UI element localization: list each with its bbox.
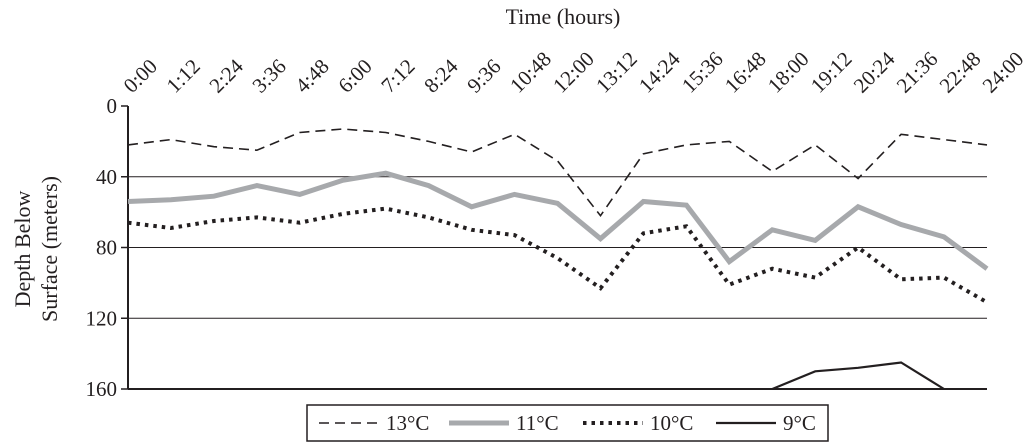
y-axis-title-line-2: Surface (meters) bbox=[37, 176, 62, 322]
grid-lines bbox=[128, 176, 987, 319]
series-line-3 bbox=[771, 361, 945, 391]
x-tick-label-12: 14:24 bbox=[634, 46, 685, 97]
x-tick-label-0: 0:00 bbox=[119, 54, 162, 97]
x-tick-label-4: 4:48 bbox=[290, 54, 333, 97]
x-tick-label-20: 24:00 bbox=[978, 47, 1029, 98]
y-tick-labels: 0 40 80 120 160 bbox=[86, 94, 118, 401]
y-tick-label-1: 40 bbox=[96, 165, 117, 189]
legend-label-2: 10°C bbox=[650, 411, 693, 435]
x-tick-label-1: 1:12 bbox=[162, 54, 205, 97]
y-axis-title: Depth Below Surface (meters) bbox=[10, 176, 62, 322]
legend-label-1: 11°C bbox=[516, 411, 559, 435]
x-tick-label-8: 9:36 bbox=[462, 54, 505, 97]
series-line-2 bbox=[127, 206, 988, 305]
x-tick-label-18: 21:36 bbox=[892, 47, 943, 98]
y-tick-label-0: 0 bbox=[107, 94, 118, 118]
legend: 13°C 11°C 10°C 9°C bbox=[306, 404, 829, 442]
y-tick-label-4: 160 bbox=[86, 377, 118, 401]
series-line-0 bbox=[127, 128, 988, 218]
x-tick-label-3: 3:36 bbox=[247, 54, 290, 97]
legend-label-0: 13°C bbox=[386, 411, 429, 435]
x-tick-label-6: 7:12 bbox=[376, 54, 419, 97]
x-axis-title: Time (hours) bbox=[506, 4, 621, 29]
x-tick-label-15: 18:00 bbox=[763, 47, 814, 98]
x-tick-label-19: 22:48 bbox=[935, 47, 986, 98]
x-tick-label-7: 8:24 bbox=[419, 54, 463, 98]
x-tick-label-2: 2:24 bbox=[204, 54, 248, 98]
series-lines bbox=[127, 128, 989, 391]
x-tick-label-17: 20:24 bbox=[849, 46, 900, 97]
x-tick-label-10: 12:00 bbox=[548, 47, 599, 98]
y-tick-label-3: 120 bbox=[86, 306, 118, 330]
legend-items: 13°C 11°C 10°C 9°C bbox=[319, 411, 816, 435]
x-tick-label-11: 13:12 bbox=[591, 47, 642, 98]
series-line-1 bbox=[127, 170, 989, 271]
x-tick-label-5: 6:00 bbox=[333, 54, 376, 97]
y-axis-title-line-1: Depth Below bbox=[10, 191, 35, 308]
x-tick-label-14: 16:48 bbox=[720, 47, 771, 98]
x-tick-label-13: 15:36 bbox=[677, 47, 728, 98]
x-tick-labels: 0:00 1:12 2:24 3:36 4:48 6:00 7:12 8:24 9:36 10:4… bbox=[119, 46, 1029, 97]
legend-label-3: 9°C bbox=[783, 411, 816, 435]
axes bbox=[121, 105, 987, 390]
x-tick-label-9: 10:48 bbox=[505, 47, 556, 98]
x-tick-label-16: 19:12 bbox=[806, 47, 857, 98]
y-tick-label-2: 80 bbox=[96, 236, 117, 260]
